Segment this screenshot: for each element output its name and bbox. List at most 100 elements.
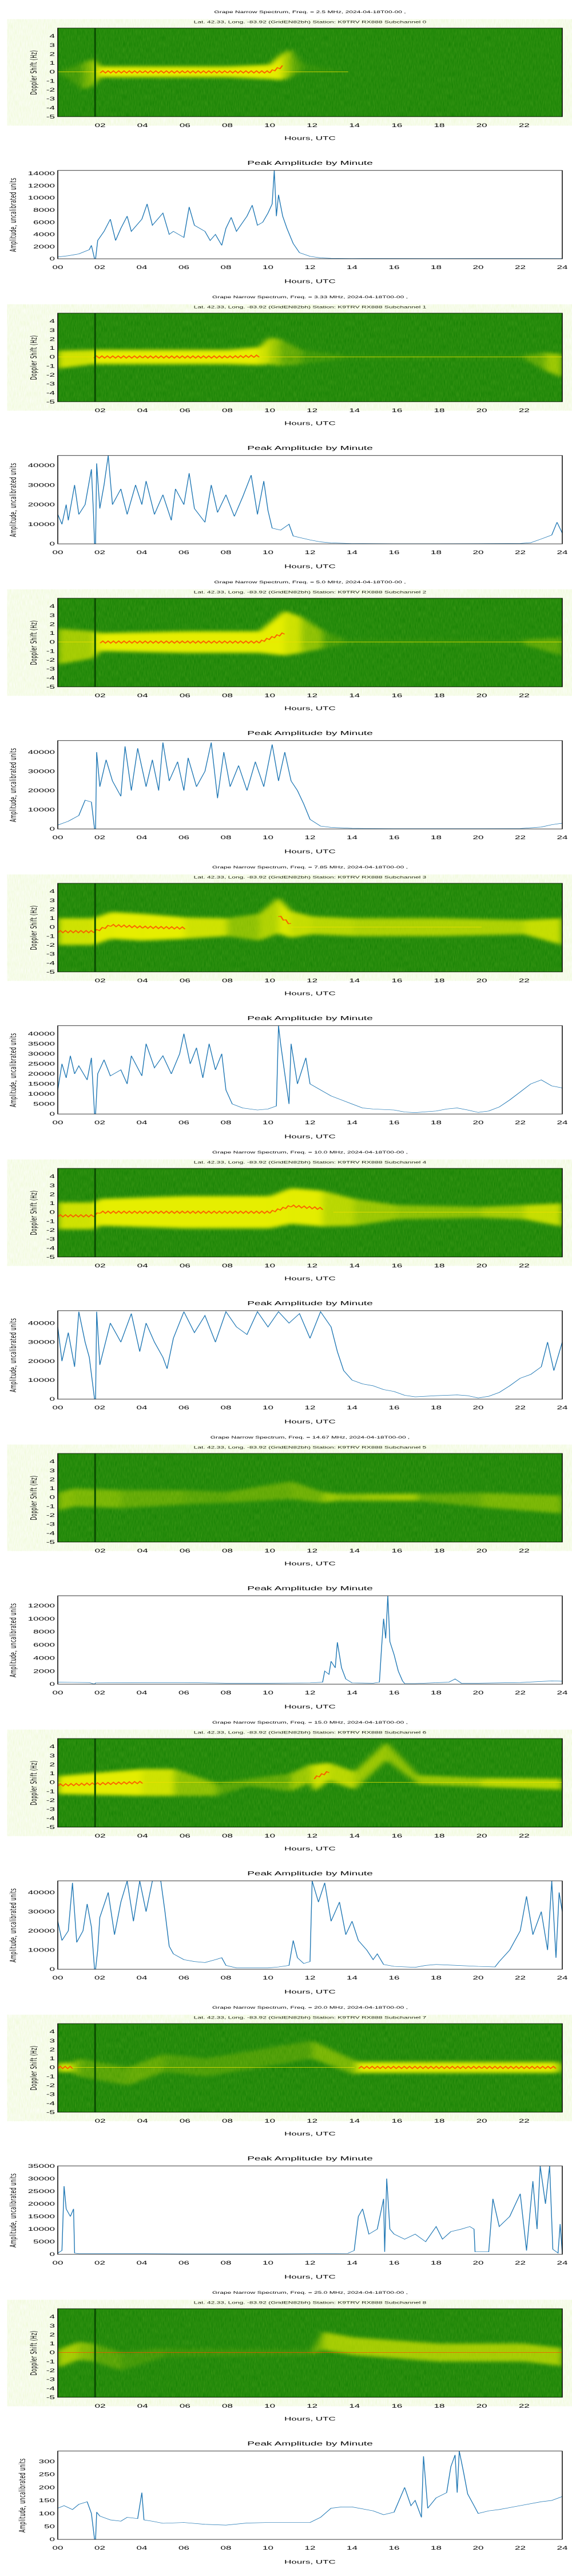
doppler-band-segment [354, 2337, 440, 2362]
y-tick-label: 0 [50, 639, 55, 645]
y-tick-label: 0 [50, 1396, 55, 1402]
y-tick-label: 5000 [33, 1101, 55, 1107]
doppler-band-segment [269, 337, 281, 366]
x-tick-label: 08 [221, 1975, 232, 1981]
doppler-band-segment [280, 339, 302, 366]
x-tick-label: 16 [391, 2403, 402, 2409]
doppler-band-segment [128, 2054, 164, 2085]
x-tick-label: 14 [347, 1690, 358, 1696]
spectrogram-plot [57, 27, 563, 117]
doppler-peak-trace [184, 640, 260, 644]
doppler-band-segment [310, 1764, 315, 1792]
x-tick-label: 08 [221, 1405, 232, 1411]
x-tick-label: 06 [180, 2118, 190, 2124]
doppler-band-segment [301, 617, 323, 653]
y-tick-label: -3 [46, 1522, 55, 1527]
amplitude-plot [57, 1025, 563, 1115]
x-tick-label: 12 [305, 1120, 316, 1125]
x-tick-label: 14 [349, 2118, 360, 2124]
spectrum-panel-7: Grape Narrow Spectrum, Freq. = 20.0 MHz,… [8, 2006, 568, 2279]
spectrogram-plot [57, 1453, 563, 1543]
doppler-band [58, 610, 562, 665]
x-tick-label: 02 [94, 2545, 105, 2551]
amplitude-frame [57, 2166, 563, 2255]
x-tick-label: 20 [476, 1833, 487, 1839]
spectrum-title-line2: Lat. 42.33, Long. -83.92 (GridEN82bh) St… [194, 590, 427, 594]
amplitude-y-axis-label: Amplitude, uncalibrated units [8, 2173, 18, 2247]
data-gap-line [94, 598, 96, 687]
y-tick-label: 200 [39, 2485, 55, 2491]
amplitude-y-axis-label: Amplitude, uncalibrated units [8, 463, 18, 537]
y-tick-label: 1 [50, 2341, 55, 2346]
amplitude-frame [57, 740, 563, 829]
x-tick-label: 16 [389, 1120, 400, 1125]
amplitude-frame [57, 1310, 563, 1400]
x-tick-label: 24 [557, 1690, 569, 1696]
spectrogram-frame [57, 27, 563, 117]
x-tick-label: 18 [434, 1263, 445, 1269]
doppler-band-segment [337, 1494, 366, 1501]
x-tick-label: 04 [137, 1263, 149, 1269]
x-tick-label: 18 [434, 123, 445, 128]
x-tick-label: 20 [473, 1120, 484, 1125]
doppler-peak-trace [184, 70, 228, 74]
y-tick-label: 250 [39, 2472, 55, 2478]
y-tick-label: -1 [46, 1504, 55, 1510]
x-tick-label: 24 [557, 1120, 569, 1125]
spectrogram-frame [57, 598, 563, 688]
y-tick-label: 25000 [28, 2188, 55, 2194]
doppler-band-segment [482, 1492, 562, 1514]
x-tick-label: 22 [519, 1548, 530, 1554]
x-tick-label: 04 [137, 408, 149, 413]
amplitude-y-axis-label: Amplitude, uncalibrated units [8, 1033, 18, 1107]
doppler-peak-trace [481, 2065, 557, 2069]
amplitude-plot [57, 1595, 563, 1685]
spectrogram-frame [57, 883, 563, 973]
amplitude-frame [57, 1595, 563, 1685]
x-tick-label: 22 [515, 1405, 526, 1411]
y-tick-label: 3 [50, 42, 55, 48]
x-tick-label: 06 [178, 835, 189, 840]
amplitude-title: Peak Amplitude by Minute [247, 1586, 373, 1592]
spectrogram-plot [57, 598, 563, 688]
spectrum-title-line1: Grape Narrow Spectrum, Freq. = 20.0 MHz,… [212, 2006, 408, 2010]
y-tick-label: -3 [46, 381, 55, 387]
x-tick-label: 04 [137, 1833, 149, 1839]
y-tick-label: 50 [44, 2524, 55, 2530]
x-tick-label: 14 [349, 1833, 360, 1839]
y-tick-label: 10000 [28, 521, 55, 527]
spectrum-panel-6: Grape Narrow Spectrum, Freq. = 15.0 MHz,… [8, 1721, 568, 1994]
spectrum-x-axis-label: Hours, UTC [284, 136, 336, 141]
x-tick-label: 18 [434, 978, 445, 983]
x-tick-label: 18 [431, 2260, 442, 2266]
spectrum-y-axis-label: Doppler Shift (Hz) [29, 905, 39, 950]
x-tick-label: 14 [349, 693, 360, 698]
x-tick-label: 18 [431, 1405, 442, 1411]
x-tick-label: 20 [473, 550, 484, 555]
doppler-band-segment [482, 2062, 556, 2073]
x-tick-label: 20 [476, 2118, 487, 2124]
x-tick-label: 14 [349, 1548, 360, 1554]
spectrum-title-line1: Grape Narrow Spectrum, Freq. = 15.0 MHz,… [212, 1721, 408, 1725]
x-tick-label: 10 [264, 1833, 275, 1839]
y-tick-label: 3 [50, 898, 55, 903]
y-tick-label: 0 [50, 2251, 55, 2257]
x-tick-label: 20 [473, 835, 484, 840]
y-tick-label: 0 [50, 354, 55, 360]
x-tick-label: 06 [178, 1405, 189, 1411]
x-tick-label: 08 [221, 2260, 232, 2266]
x-tick-label: 12 [307, 2118, 317, 2124]
x-tick-label: 02 [95, 2118, 106, 2124]
y-tick-label: 0 [50, 2350, 55, 2356]
x-tick-label: 04 [137, 1120, 148, 1125]
x-tick-label: 20 [473, 264, 484, 270]
x-tick-label: 08 [222, 693, 233, 698]
y-tick-label: 2 [50, 52, 55, 57]
amplitude-plot [57, 1880, 563, 1970]
x-tick-label: 20 [476, 408, 487, 413]
doppler-peak-trace [58, 1780, 144, 1787]
y-tick-label: 150 [39, 2498, 55, 2503]
doppler-peak-trace [358, 2065, 483, 2069]
amplitude-background [58, 740, 562, 829]
spectrum-panel-5: Grape Narrow Spectrum, Freq. = 14.67 MHz… [8, 1436, 569, 1709]
